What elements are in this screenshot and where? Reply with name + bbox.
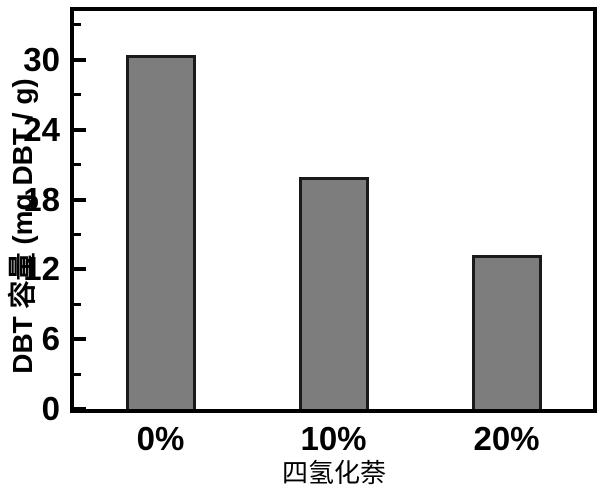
- y-major-tick: [74, 127, 86, 132]
- y-tick-label: 6: [41, 320, 60, 358]
- y-minor-tick: [74, 232, 81, 236]
- x-tick-label: 10%: [300, 420, 367, 457]
- y-minor-tick: [74, 93, 81, 97]
- bar-20%: [471, 255, 542, 409]
- y-major-tick: [74, 197, 86, 202]
- y-tick-label: 12: [23, 250, 60, 288]
- y-major-tick: [74, 267, 86, 272]
- y-tick-label: 0: [41, 390, 60, 427]
- y-major-tick: [74, 57, 86, 62]
- y-tick-label: 30: [23, 40, 60, 78]
- y-minor-tick: [74, 302, 81, 306]
- y-major-tick: [74, 337, 86, 342]
- x-tick-label: 20%: [473, 420, 540, 457]
- x-axis-title: 四氢化萘: [281, 458, 387, 488]
- x-tick-label: 0%: [136, 420, 185, 457]
- y-major-tick: [74, 407, 86, 411]
- y-minor-tick: [74, 372, 81, 376]
- y-minor-tick: [74, 23, 81, 27]
- bar-0%: [125, 55, 196, 409]
- y-tick-label: 24: [23, 110, 60, 148]
- bar-10%: [298, 177, 369, 409]
- y-minor-tick: [74, 163, 81, 167]
- y-tick-label: 18: [23, 180, 60, 218]
- plot-area: [70, 7, 597, 413]
